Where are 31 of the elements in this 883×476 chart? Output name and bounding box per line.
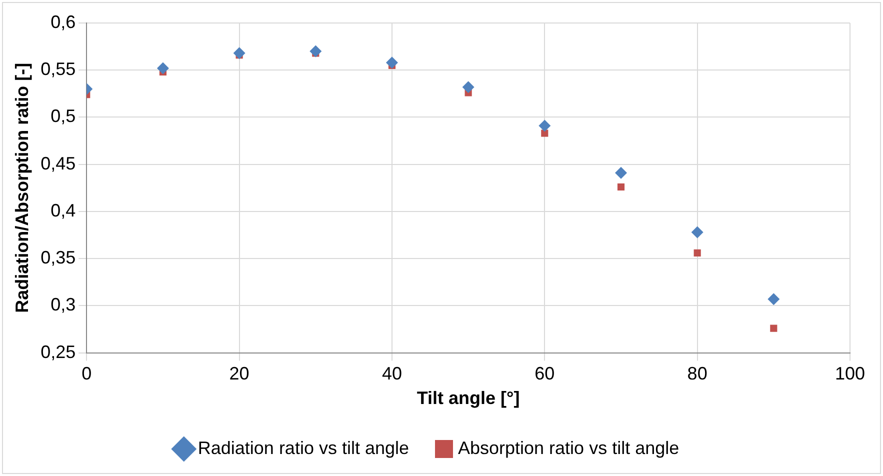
point: [768, 293, 780, 306]
point: [310, 45, 322, 58]
x-tick-label: 80: [687, 364, 708, 384]
legend-label: Radiation ratio vs tilt angle: [198, 438, 410, 458]
point: [538, 120, 551, 132]
point: [770, 324, 778, 332]
x-axis-title: Tilt angle [°]: [416, 388, 520, 408]
point: [617, 183, 625, 190]
y-axis-title: Radiation/Absorption ratio [-]: [12, 62, 32, 313]
x-tick-label: 40: [382, 364, 402, 384]
y-tick-label: 0,3: [50, 294, 76, 315]
point: [691, 226, 704, 238]
y-tick-label: 0,25: [40, 342, 76, 362]
legend-label: Absorption ratio vs tilt angle: [458, 438, 680, 458]
x-tick-label: 60: [534, 364, 555, 384]
point: [541, 130, 548, 137]
point: [156, 62, 169, 74]
y-tick-label: 0,55: [40, 59, 76, 80]
y-tick-label: 0,45: [40, 153, 76, 174]
y-tick-label: 0,6: [50, 12, 76, 32]
x-tick-label: 0: [82, 364, 92, 384]
y-tick-label: 0,5: [50, 106, 76, 126]
point: [386, 56, 398, 69]
x-tick-label: 20: [229, 364, 250, 384]
y-tick-label: 0,4: [50, 200, 76, 220]
point: [233, 47, 246, 60]
y-tick-label: 0,35: [40, 248, 76, 268]
x-tick-label: 100: [834, 364, 866, 384]
point: [462, 81, 474, 94]
point: [694, 249, 701, 256]
point: [614, 166, 627, 179]
